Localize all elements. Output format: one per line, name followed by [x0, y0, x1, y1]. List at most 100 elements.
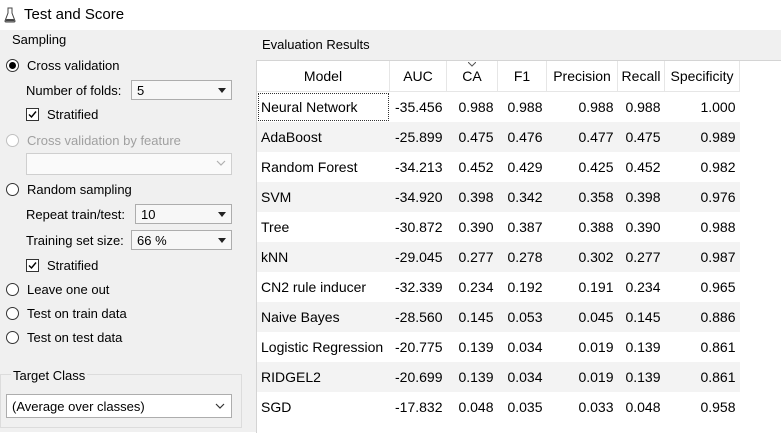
test-on-test-radio[interactable]: Test on test data: [6, 328, 122, 346]
metric-cell-ca[interactable]: 0.234: [446, 272, 498, 302]
model-name-cell[interactable]: SGD: [257, 392, 390, 422]
metric-cell-f1[interactable]: 0.387: [497, 212, 547, 242]
column-header-f1[interactable]: F1: [497, 61, 547, 92]
metric-cell-recall[interactable]: 0.139: [617, 332, 665, 362]
training-size-select[interactable]: 66 %: [131, 230, 232, 250]
model-name-cell[interactable]: RIDGEL2: [257, 362, 390, 392]
column-header-ca[interactable]: CA: [446, 61, 498, 92]
metric-cell-recall[interactable]: 0.398: [617, 182, 665, 212]
metric-cell-precision[interactable]: 0.358: [546, 182, 618, 212]
metric-cell-f1[interactable]: 0.342: [497, 182, 547, 212]
radio-indicator[interactable]: [6, 182, 19, 196]
folds-select[interactable]: 5: [131, 80, 232, 100]
model-name-cell[interactable]: Random Forest: [257, 152, 390, 182]
metric-cell-ca[interactable]: 0.145: [446, 302, 498, 332]
table-row[interactable]: Neural Network -35.456 0.988 0.988 0.988 0.98…: [257, 91, 740, 122]
metric-cell-specificity[interactable]: 0.965: [664, 272, 740, 302]
metric-cell-f1[interactable]: 0.034: [497, 332, 547, 362]
metric-cell-specificity[interactable]: 0.958: [664, 392, 740, 422]
metric-cell-f1[interactable]: 0.053: [497, 302, 547, 332]
metric-cell-ca[interactable]: 0.452: [446, 152, 498, 182]
table-row[interactable]: kNN -29.045 0.277 0.278 0.302 0.277 0.987: [257, 242, 740, 272]
metric-cell-auc[interactable]: -34.920: [389, 182, 447, 212]
metric-cell-specificity[interactable]: 0.976: [664, 182, 740, 212]
metric-cell-recall[interactable]: 0.988: [617, 91, 665, 122]
table-row[interactable]: CN2 rule inducer -32.339 0.234 0.192 0.191 0.…: [257, 272, 740, 302]
metric-cell-f1[interactable]: 0.988: [497, 91, 547, 122]
radio-indicator[interactable]: [6, 306, 19, 320]
table-row[interactable]: Naive Bayes -28.560 0.145 0.053 0.045 0.145 0.…: [257, 302, 740, 332]
target-class-select[interactable]: (Average over classes): [6, 394, 232, 418]
checkbox-indicator[interactable]: [26, 107, 39, 121]
stratified-checkbox-1[interactable]: Stratified: [26, 105, 98, 123]
metric-cell-auc[interactable]: -29.045: [389, 242, 447, 272]
metric-cell-ca[interactable]: 0.475: [446, 122, 498, 152]
table-row[interactable]: Logistic Regression -20.775 0.139 0.034 0.01…: [257, 332, 740, 362]
metric-cell-recall[interactable]: 0.390: [617, 212, 665, 242]
random-sampling-radio[interactable]: Random sampling: [6, 180, 132, 198]
metric-cell-specificity[interactable]: 0.982: [664, 152, 740, 182]
metric-cell-f1[interactable]: 0.476: [497, 122, 547, 152]
metric-cell-precision[interactable]: 0.988: [546, 91, 618, 122]
metric-cell-precision[interactable]: 0.388: [546, 212, 618, 242]
table-row[interactable]: SGD -17.832 0.048 0.035 0.033 0.048 0.958: [257, 392, 740, 422]
metric-cell-f1[interactable]: 0.429: [497, 152, 547, 182]
metric-cell-auc[interactable]: -20.699: [389, 362, 447, 392]
radio-indicator[interactable]: [6, 58, 19, 72]
table-row[interactable]: Random Forest -34.213 0.452 0.429 0.425 0.452…: [257, 152, 740, 182]
table-row[interactable]: AdaBoost -25.899 0.475 0.476 0.477 0.475 0.989: [257, 122, 740, 152]
metric-cell-recall[interactable]: 0.139: [617, 362, 665, 392]
metric-cell-precision[interactable]: 0.033: [546, 392, 618, 422]
model-name-cell[interactable]: SVM: [257, 182, 390, 212]
model-name-cell[interactable]: AdaBoost: [257, 122, 390, 152]
metric-cell-recall[interactable]: 0.277: [617, 242, 665, 272]
column-header-specificity[interactable]: Specificity: [664, 61, 740, 92]
metric-cell-precision[interactable]: 0.019: [546, 362, 618, 392]
metric-cell-precision[interactable]: 0.019: [546, 332, 618, 362]
metric-cell-recall[interactable]: 0.048: [617, 392, 665, 422]
cv-by-feature-radio[interactable]: Cross validation by feature: [6, 131, 181, 149]
model-name-cell[interactable]: Neural Network: [257, 91, 390, 122]
metric-cell-auc[interactable]: -20.775: [389, 332, 447, 362]
repeat-select[interactable]: 10: [135, 204, 232, 224]
table-row[interactable]: Tree -30.872 0.390 0.387 0.388 0.390 0.988: [257, 212, 740, 242]
metric-cell-auc[interactable]: -34.213: [389, 152, 447, 182]
model-name-cell[interactable]: CN2 rule inducer: [257, 272, 390, 302]
metric-cell-precision[interactable]: 0.191: [546, 272, 618, 302]
metric-cell-specificity[interactable]: 0.988: [664, 212, 740, 242]
column-header-model[interactable]: Model: [257, 61, 390, 92]
metric-cell-precision[interactable]: 0.045: [546, 302, 618, 332]
metric-cell-ca[interactable]: 0.048: [446, 392, 498, 422]
metric-cell-f1[interactable]: 0.034: [497, 362, 547, 392]
metric-cell-precision[interactable]: 0.425: [546, 152, 618, 182]
metric-cell-specificity[interactable]: 1.000: [664, 91, 740, 122]
model-name-cell[interactable]: Naive Bayes: [257, 302, 390, 332]
stratified-checkbox-2[interactable]: Stratified: [26, 256, 98, 274]
radio-indicator[interactable]: [6, 330, 19, 344]
metric-cell-f1[interactable]: 0.192: [497, 272, 547, 302]
model-name-cell[interactable]: kNN: [257, 242, 390, 272]
metric-cell-auc[interactable]: -25.899: [389, 122, 447, 152]
metric-cell-recall[interactable]: 0.234: [617, 272, 665, 302]
metric-cell-auc[interactable]: -30.872: [389, 212, 447, 242]
checkbox-indicator[interactable]: [26, 258, 39, 272]
metric-cell-f1[interactable]: 0.278: [497, 242, 547, 272]
metric-cell-precision[interactable]: 0.302: [546, 242, 618, 272]
radio-indicator[interactable]: [6, 133, 19, 147]
metric-cell-precision[interactable]: 0.477: [546, 122, 618, 152]
radio-indicator[interactable]: [6, 282, 19, 296]
metric-cell-ca[interactable]: 0.390: [446, 212, 498, 242]
metric-cell-specificity[interactable]: 0.987: [664, 242, 740, 272]
table-row[interactable]: SVM -34.920 0.398 0.342 0.358 0.398 0.976: [257, 182, 740, 212]
cross-validation-radio[interactable]: Cross validation: [6, 56, 120, 74]
metric-cell-ca[interactable]: 0.139: [446, 362, 498, 392]
cv-feature-select[interactable]: [26, 153, 232, 175]
table-row[interactable]: RIDGEL2 -20.699 0.139 0.034 0.019 0.139 0.861: [257, 362, 740, 392]
metric-cell-specificity[interactable]: 0.886: [664, 302, 740, 332]
metric-cell-recall[interactable]: 0.475: [617, 122, 665, 152]
leave-one-out-radio[interactable]: Leave one out: [6, 280, 109, 298]
metric-cell-specificity[interactable]: 0.861: [664, 332, 740, 362]
metric-cell-recall[interactable]: 0.145: [617, 302, 665, 332]
model-name-cell[interactable]: Tree: [257, 212, 390, 242]
metric-cell-ca[interactable]: 0.398: [446, 182, 498, 212]
